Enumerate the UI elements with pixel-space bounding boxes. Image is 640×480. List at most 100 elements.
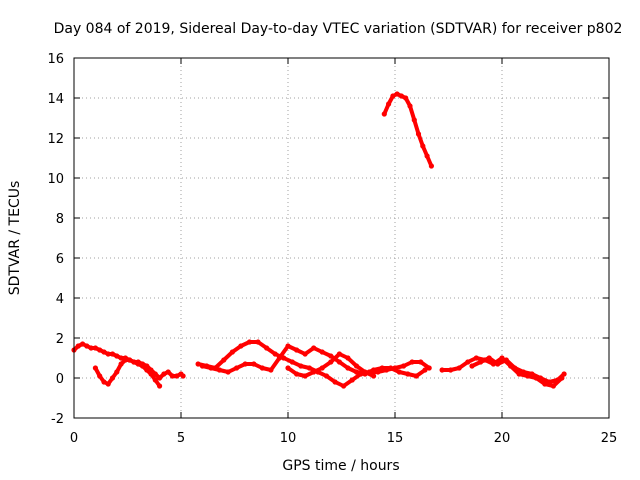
data-point (298, 363, 304, 369)
axis-ticks: 0 5 10 15 20 25 -2 0 2 4 6 8 10 12 14 16 (47, 52, 617, 446)
data-point (550, 383, 557, 389)
data-point (246, 339, 253, 345)
data-point (328, 353, 334, 359)
y-tick-label: 16 (47, 52, 64, 67)
data-point (512, 365, 518, 371)
data-point (144, 367, 150, 373)
data-point (84, 343, 90, 349)
data-point (75, 343, 81, 349)
data-point (418, 359, 424, 365)
x-tick-label: 15 (387, 431, 404, 446)
data-point (469, 363, 475, 369)
data-point (473, 355, 479, 361)
data-point (264, 345, 270, 351)
x-tick-label: 10 (280, 431, 297, 446)
data-point (122, 357, 128, 363)
data-point (381, 111, 387, 117)
data-point (97, 347, 103, 353)
data-point (345, 355, 351, 361)
data-point (180, 373, 186, 379)
data-point (311, 369, 317, 375)
data-point (272, 351, 278, 357)
data-point (319, 365, 325, 371)
data-point (336, 359, 342, 365)
data-point (92, 365, 98, 371)
data-point (371, 373, 377, 379)
x-axis-label: GPS time / hours (282, 458, 399, 474)
data-point (234, 365, 240, 371)
data-point (238, 343, 244, 349)
data-point (390, 93, 396, 99)
data-point (478, 359, 484, 365)
data-point (92, 345, 98, 351)
y-tick-label: 12 (47, 132, 64, 147)
x-tick-label: 0 (70, 431, 78, 446)
data-point (332, 379, 338, 385)
data-point (411, 117, 417, 123)
data-point (465, 359, 471, 365)
data-point (341, 383, 347, 389)
data-point (195, 361, 201, 367)
data-point (555, 377, 561, 383)
data-point (403, 95, 409, 101)
data-point (169, 373, 175, 379)
data-point (422, 367, 428, 373)
data-point (409, 359, 415, 365)
data-point (439, 367, 445, 373)
data-point (165, 369, 171, 375)
data-point (80, 341, 86, 347)
data-point (221, 357, 227, 363)
data-point (353, 369, 360, 375)
y-tick-label: 4 (56, 292, 64, 307)
data-point (349, 377, 355, 383)
data-point (420, 143, 426, 149)
data-point (503, 357, 509, 363)
data-point (561, 371, 567, 377)
data-point (328, 359, 334, 365)
data-point (428, 163, 434, 169)
data-point (396, 369, 402, 375)
data-point (353, 363, 360, 369)
data-point (401, 363, 407, 369)
data-point (259, 365, 265, 371)
y-tick-label: 2 (56, 332, 64, 347)
data-point (379, 365, 385, 371)
data-point (199, 363, 205, 369)
data-point (362, 369, 368, 375)
data-point (407, 103, 413, 109)
data-point (105, 351, 111, 357)
data-point (251, 361, 257, 367)
data-point (448, 367, 454, 373)
data-point (114, 369, 120, 375)
y-tick-label: 14 (47, 92, 64, 107)
data-point (174, 373, 180, 379)
data-point (216, 367, 223, 373)
y-tick-label: -2 (51, 412, 64, 427)
data-point (101, 379, 107, 385)
data-point (529, 371, 535, 377)
data-point (276, 355, 282, 361)
y-tick-label: 6 (56, 252, 64, 267)
data-point (311, 345, 317, 351)
data-point (152, 377, 158, 383)
y-tick-label: 0 (56, 372, 64, 387)
data-point (323, 373, 330, 379)
data-point (139, 363, 146, 369)
data-point (345, 365, 351, 371)
plot-frame (73, 57, 610, 419)
data-point (371, 367, 377, 373)
data-point (289, 359, 295, 365)
data-point (520, 369, 527, 375)
data-point (255, 339, 261, 345)
data-point (306, 365, 312, 371)
y-tick-label: 10 (47, 172, 64, 187)
data-point (386, 101, 392, 107)
data-point (413, 373, 419, 379)
data-point (225, 369, 231, 375)
data-point (97, 373, 103, 379)
data-point (336, 351, 342, 357)
data-point (405, 371, 411, 377)
data-point (88, 345, 94, 351)
data-point (302, 351, 308, 357)
